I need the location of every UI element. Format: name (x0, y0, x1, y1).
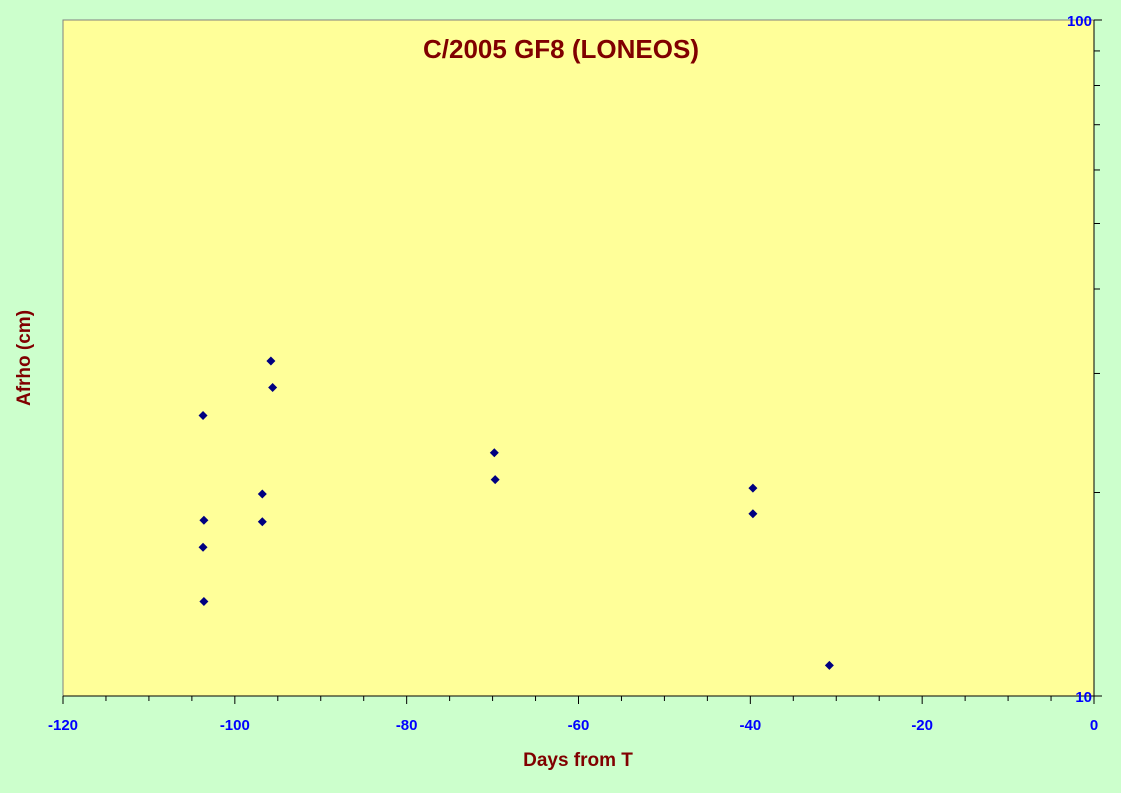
x-tick-label: -60 (568, 717, 590, 734)
data-point (489, 448, 499, 458)
data-point (824, 660, 834, 670)
data-point (748, 483, 758, 493)
y-tick-label: 10 (1075, 689, 1092, 706)
x-tick-label: -20 (911, 717, 933, 734)
x-tick-label: -100 (220, 717, 250, 734)
plot-area (62, 19, 1095, 697)
y-axis-title: Afrho (cm) (14, 310, 35, 406)
data-point (257, 517, 267, 527)
chart-title: C/2005 GF8 (LONEOS) (423, 34, 699, 64)
x-tick-label: -40 (739, 717, 761, 734)
data-point (257, 489, 267, 499)
x-axis-title: Days from T (523, 750, 633, 771)
data-point (266, 356, 276, 366)
data-point (199, 596, 209, 606)
x-tick-label: -80 (396, 717, 418, 734)
x-tick-label: -120 (48, 717, 78, 734)
x-tick-label: 0 (1090, 717, 1098, 734)
data-point (199, 515, 209, 525)
data-point (490, 475, 500, 485)
data-point (198, 542, 208, 552)
y-tick-label: 100 (1067, 13, 1092, 30)
data-point (198, 410, 208, 420)
data-point (268, 382, 278, 392)
data-point (748, 509, 758, 519)
data-points (198, 356, 834, 670)
x-axis-ticks: -120 -100 -80 -60 -40 -20 0 (48, 696, 1098, 734)
y-axis-ticks: 10 100 (1067, 13, 1102, 706)
